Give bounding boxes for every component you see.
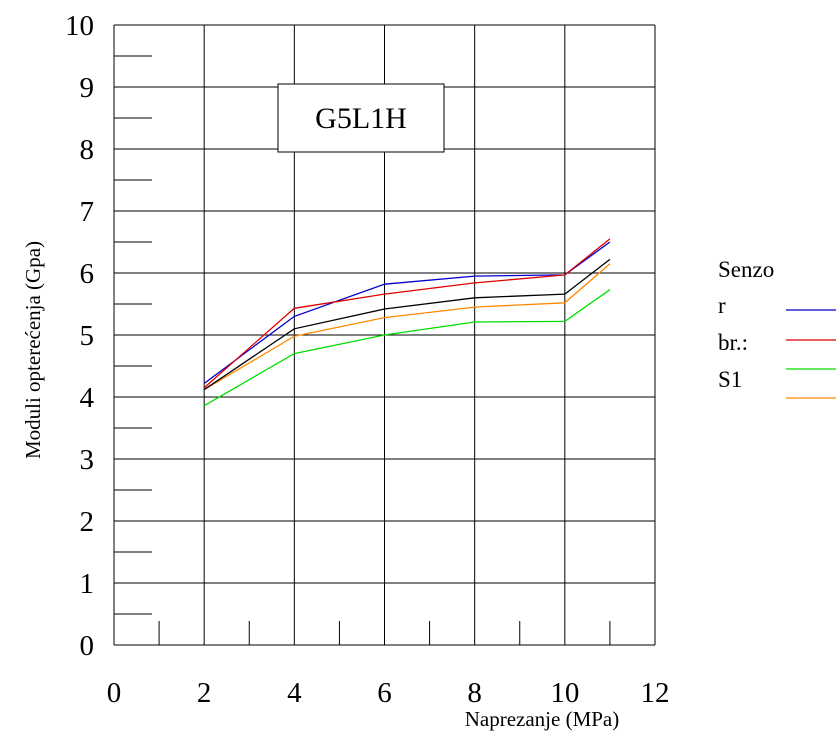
series-line-2 <box>203 238 611 389</box>
chart-title: G5L1H <box>315 102 407 135</box>
series-line-4 <box>203 263 611 391</box>
y-tick-label-1: 1 <box>80 568 95 600</box>
x-tick-label-6: 12 <box>641 677 670 709</box>
y-axis-label: Moduli opterećenja (Gpa) <box>21 241 45 459</box>
series-line-3 <box>203 289 611 407</box>
y-tick-label-2: 2 <box>80 506 95 538</box>
series-line-5 <box>203 258 611 391</box>
minor-ticks <box>114 55 611 645</box>
x-axis-label: Naprezanje (MPa) <box>465 707 620 731</box>
y-tick-labels: 0 1 2 3 4 5 6 7 8 9 10 <box>65 10 95 662</box>
y-tick-label-6: 6 <box>80 258 95 290</box>
x-tick-label-5: 10 <box>550 677 579 709</box>
y-tick-label-0: 0 <box>80 630 95 662</box>
y-tick-label-9: 9 <box>80 72 95 104</box>
y-tick-label-8: 8 <box>80 134 95 166</box>
x-tick-label-4: 8 <box>467 677 482 709</box>
legend-text-line-1: r <box>718 293 726 318</box>
chart-title-box: G5L1H <box>277 83 445 153</box>
x-tick-label-0: 0 <box>107 677 122 709</box>
legend-text-line-2: br.: <box>718 330 748 355</box>
x-tick-label-3: 6 <box>377 677 392 709</box>
legend-text-line-0: Senzo <box>718 257 774 282</box>
y-tick-label-3: 3 <box>80 444 95 476</box>
y-tick-label-4: 4 <box>80 382 95 414</box>
x-tick-label-2: 4 <box>287 677 302 709</box>
legend-text-line-3: S1 <box>718 367 742 392</box>
series-lines <box>203 238 611 407</box>
x-tick-label-1: 2 <box>197 677 212 709</box>
y-tick-label-10: 10 <box>65 10 94 42</box>
x-tick-labels: 0 2 4 6 8 10 12 <box>107 677 670 709</box>
y-tick-label-7: 7 <box>80 196 95 228</box>
y-tick-label-5: 5 <box>80 320 95 352</box>
